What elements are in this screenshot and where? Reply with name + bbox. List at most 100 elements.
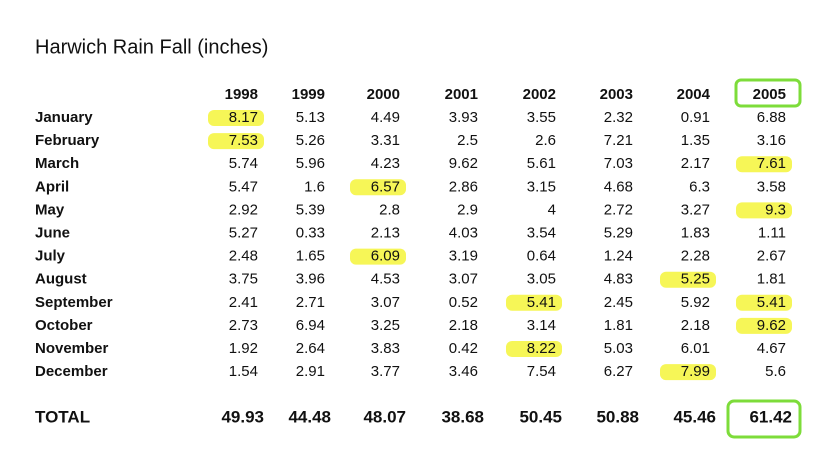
cell: 5.26	[296, 132, 325, 149]
cell: 4.23	[371, 155, 400, 172]
cell: 0.91	[681, 109, 710, 126]
table: 1998 1999 2000 2001 2002 2003 2004 2005 January 8…	[35, 86, 792, 427]
highlight	[736, 317, 792, 334]
column-header: 2002	[523, 86, 556, 103]
cell: 2.41	[229, 294, 258, 311]
column-header: 2004	[677, 86, 711, 103]
highlight	[660, 271, 716, 288]
highlight	[736, 156, 792, 173]
cell: 1.83	[681, 224, 710, 241]
highlight	[506, 341, 562, 357]
row-label: December	[35, 363, 108, 380]
cell: 3.54	[527, 224, 556, 241]
highlight	[660, 364, 716, 381]
row-label: November	[35, 340, 109, 357]
cell: 5.96	[296, 155, 325, 172]
cell: 3.07	[371, 294, 400, 311]
total-cell: 61.42	[749, 407, 792, 426]
cell: 2.48	[229, 248, 258, 265]
cell: 1.92	[229, 340, 258, 357]
column-header: 2000	[367, 86, 400, 103]
cell: 2.64	[296, 340, 325, 357]
cell: 3.19	[449, 248, 478, 265]
cell: 9.62	[449, 155, 478, 172]
cell: 3.07	[449, 271, 478, 288]
cell: 2.91	[296, 363, 325, 380]
cell: 0.52	[449, 294, 478, 311]
cell: 2.6	[535, 132, 556, 149]
cell: 5.39	[296, 201, 325, 218]
highlight	[736, 202, 792, 219]
cell: 5.13	[296, 109, 325, 126]
cell: 0.33	[296, 224, 325, 241]
cell: 2.92	[229, 201, 258, 218]
cell: 1.54	[229, 363, 258, 380]
cell: 2.13	[371, 224, 400, 241]
total-cell: 48.07	[363, 407, 406, 426]
row-label: April	[35, 178, 69, 195]
cell: 3.96	[296, 271, 325, 288]
cell: 2.5	[457, 132, 478, 149]
cell: 1.35	[681, 132, 710, 149]
cell: 5.61	[527, 155, 556, 172]
cell: 5.03	[604, 340, 633, 357]
cell: 2.45	[604, 294, 633, 311]
highlight	[736, 294, 792, 311]
total-cell: 38.68	[441, 407, 484, 426]
cell: 9.3	[765, 201, 786, 218]
highlights	[208, 110, 792, 381]
cell: 8.17	[229, 109, 258, 126]
total-label: TOTAL	[35, 407, 90, 426]
cell: 4.83	[604, 271, 633, 288]
cell: 1.81	[757, 271, 786, 288]
cell: 9.62	[757, 317, 786, 334]
highlight	[350, 248, 406, 265]
highlight	[208, 133, 264, 150]
cell: 3.15	[527, 178, 556, 195]
row-label: September	[35, 294, 113, 311]
cell: 5.92	[681, 294, 710, 311]
cell: 2.18	[449, 317, 478, 334]
cell: 1.6	[304, 178, 325, 195]
cell: 3.31	[371, 132, 400, 149]
cell: 5.27	[229, 224, 258, 241]
cell: 4.49	[371, 109, 400, 126]
cell: 5.41	[527, 294, 556, 311]
cell: 3.55	[527, 109, 556, 126]
cell: 6.88	[757, 109, 786, 126]
column-header: 2001	[445, 86, 478, 103]
highlight	[506, 294, 562, 311]
cell: 5.47	[229, 178, 258, 195]
cell: 1.24	[604, 248, 633, 265]
cell: 2.86	[449, 178, 478, 195]
total-cell: 50.88	[596, 407, 639, 426]
cell: 4.68	[604, 178, 633, 195]
cell: 7.03	[604, 155, 633, 172]
total-cell: 44.48	[288, 407, 331, 426]
cell: 7.61	[757, 155, 786, 172]
title: Harwich Rain Fall (inches)	[35, 36, 268, 58]
cell: 7.21	[604, 132, 633, 149]
cell: 5.29	[604, 224, 633, 241]
cell: 6.57	[371, 178, 400, 195]
cell: 2.73	[229, 317, 258, 334]
cell: 6.01	[681, 340, 710, 357]
cell: 5.25	[681, 271, 710, 288]
cell: 4.03	[449, 224, 478, 241]
total-cell: 45.46	[673, 407, 716, 426]
cell: 3.46	[449, 363, 478, 380]
cell: 0.64	[527, 248, 556, 265]
cell: 2.67	[757, 248, 786, 265]
highlight	[350, 179, 406, 196]
highlight	[208, 110, 264, 126]
cell: 4	[548, 201, 556, 218]
cell: 3.93	[449, 109, 478, 126]
cell: 4.53	[371, 271, 400, 288]
column-header: 1998	[225, 86, 258, 103]
green-box	[734, 78, 802, 108]
row-label: February	[35, 132, 100, 149]
row-label: May	[35, 201, 65, 218]
cell: 2.18	[681, 317, 710, 334]
column-header: 2005	[753, 86, 786, 103]
